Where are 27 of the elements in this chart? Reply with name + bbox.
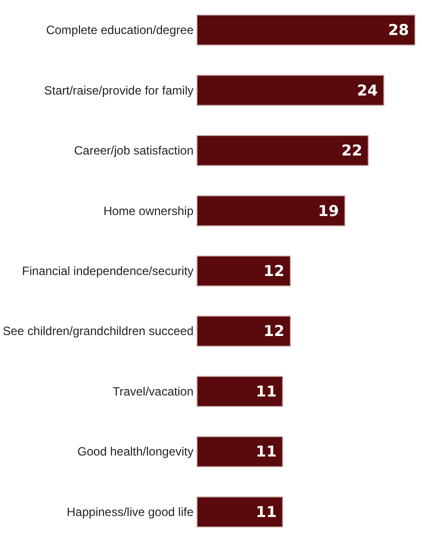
y-tick-label: Start/raise/provide for family [44,83,194,98]
data-label: 19 [318,202,339,220]
y-tick-label: See children/grandchildren succeed [2,324,194,338]
bar [196,376,284,407]
y-tick-label: Home ownership [103,204,194,218]
bar [196,14,416,46]
y-tick-label: Career/job satisfaction [74,144,194,158]
data-label: 12 [264,262,284,280]
data-label: 24 [356,81,378,100]
y-tick-label: Complete education/degree [46,23,194,38]
y-tick-label: Good health/longevity [77,444,194,459]
bar [196,496,284,528]
data-label: 11 [256,442,277,461]
y-tick-label: Happiness/live good life [66,504,194,519]
bar [196,195,346,226]
bar [196,255,291,287]
bar [196,316,291,347]
bar [196,135,369,166]
data-label: 22 [341,142,362,160]
bar [196,436,284,468]
bar [196,74,384,106]
data-label: 11 [256,502,277,521]
y-tick-label: Financial independence/security [22,264,194,278]
y-tick-label: Travel/vacation [112,384,194,398]
data-label: 28 [388,21,409,40]
data-label: 12 [264,322,284,340]
data-label: 11 [256,382,277,400]
